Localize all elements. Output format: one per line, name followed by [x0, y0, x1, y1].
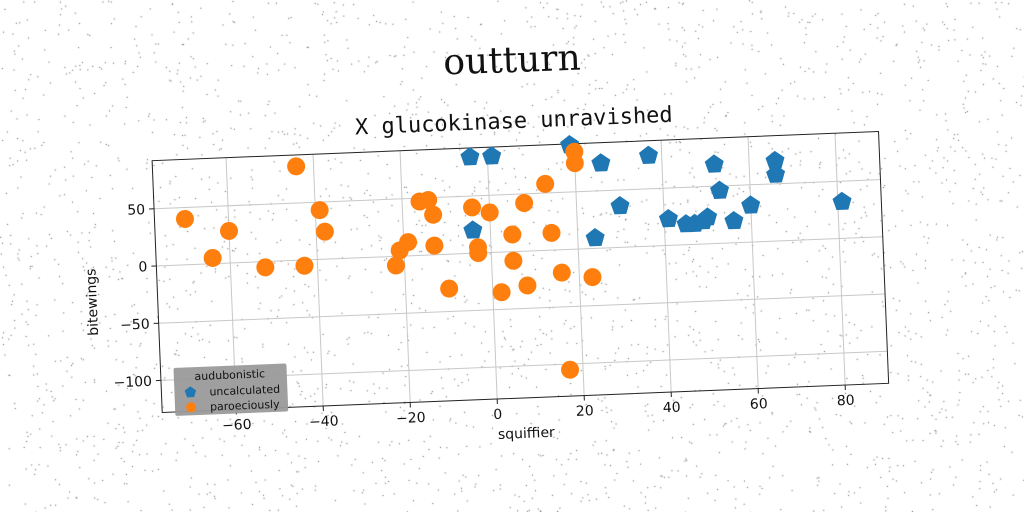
point-uncalculated: [765, 150, 785, 170]
x-tick-label: 0: [493, 407, 503, 423]
y-tick-label: −100: [113, 374, 152, 392]
legend-label-paroeciously: paroeciously: [210, 398, 281, 414]
x-axis-label: squiffier: [498, 425, 556, 443]
point-paroeciously: [310, 201, 329, 220]
legend-title: audubonistic: [194, 367, 265, 383]
point-uncalculated: [460, 147, 480, 166]
point-paroeciously: [386, 256, 405, 275]
point-paroeciously: [583, 268, 602, 287]
point-paroeciously: [440, 279, 459, 298]
point-paroeciously: [287, 157, 306, 176]
x-tick-label: 20: [576, 403, 594, 420]
y-axis-ticks: −100 −50 0 50: [113, 202, 161, 392]
chart-rotation-group: X glucokinase unravished −60 −40 −20 0 20 40 6…: [83, 103, 890, 443]
x-tick-label: 60: [750, 396, 768, 413]
point-uncalculated: [698, 207, 718, 226]
point-paroeciously: [536, 174, 555, 193]
y-tick-label: −50: [120, 317, 150, 334]
chart-title: X glucokinase unravished: [355, 103, 674, 141]
point-uncalculated: [610, 196, 630, 215]
point-uncalculated: [482, 146, 502, 165]
x-grid-line: [747, 136, 759, 389]
point-uncalculated: [766, 164, 786, 183]
point-paroeciously: [425, 236, 444, 255]
point-paroeciously: [518, 276, 537, 295]
point-uncalculated: [724, 210, 744, 230]
point-uncalculated: [832, 191, 852, 211]
point-uncalculated: [638, 145, 658, 164]
y-axis-label: bitewings: [83, 268, 102, 336]
point-paroeciously: [468, 238, 487, 257]
y-grid-line: [154, 179, 881, 210]
x-tick-label: −40: [309, 413, 339, 430]
y-grid-line: [156, 236, 883, 267]
y-grid-line: [158, 293, 886, 324]
point-paroeciously: [419, 191, 438, 210]
x-axis-ticks: −60 −40 −20 0 20 40 60 80: [222, 385, 855, 434]
point-uncalculated: [591, 153, 611, 172]
x-tick-label: −20: [396, 410, 426, 427]
point-paroeciously: [515, 194, 534, 213]
point-paroeciously: [220, 221, 239, 240]
point-paroeciously: [315, 222, 334, 241]
x-grid-line: [660, 140, 672, 393]
point-paroeciously: [542, 223, 561, 242]
legend: audubonistic uncalculated paroeciously: [173, 363, 289, 416]
point-paroeciously: [424, 205, 443, 224]
point-paroeciously: [203, 248, 222, 267]
y-tick-label: 0: [138, 259, 148, 275]
point-paroeciously: [503, 225, 522, 244]
legend-marker-paroeciously: [186, 402, 197, 413]
point-uncalculated: [658, 209, 678, 228]
x-grid-line: [399, 150, 411, 403]
x-grid-line: [312, 154, 324, 407]
plot-frame: [151, 130, 890, 413]
point-paroeciously: [399, 233, 418, 252]
point-paroeciously: [256, 258, 275, 277]
point-uncalculated: [463, 220, 483, 239]
x-grid-line: [573, 143, 585, 396]
legend-label-uncalculated: uncalculated: [209, 383, 280, 399]
point-paroeciously: [175, 209, 194, 228]
point-uncalculated: [741, 195, 761, 214]
data-points: [175, 135, 852, 379]
x-grid-line: [486, 147, 498, 400]
x-tick-label: 80: [837, 393, 855, 410]
point-paroeciously: [480, 203, 499, 222]
point-paroeciously: [552, 263, 571, 282]
point-paroeciously: [565, 154, 584, 173]
x-tick-label: −60: [222, 417, 252, 434]
x-tick-label: 40: [663, 400, 681, 417]
point-uncalculated: [710, 180, 730, 199]
point-paroeciously: [492, 283, 511, 302]
x-grid-line: [834, 133, 846, 386]
point-uncalculated: [585, 228, 605, 247]
point-paroeciously: [504, 251, 523, 270]
point-paroeciously: [561, 360, 580, 379]
point-paroeciously: [463, 198, 482, 217]
legend-box: [173, 363, 289, 416]
point-uncalculated: [704, 154, 724, 173]
legend-marker-uncalculated: [184, 386, 197, 398]
y-tick-label: 50: [127, 202, 145, 219]
point-paroeciously: [295, 256, 314, 275]
